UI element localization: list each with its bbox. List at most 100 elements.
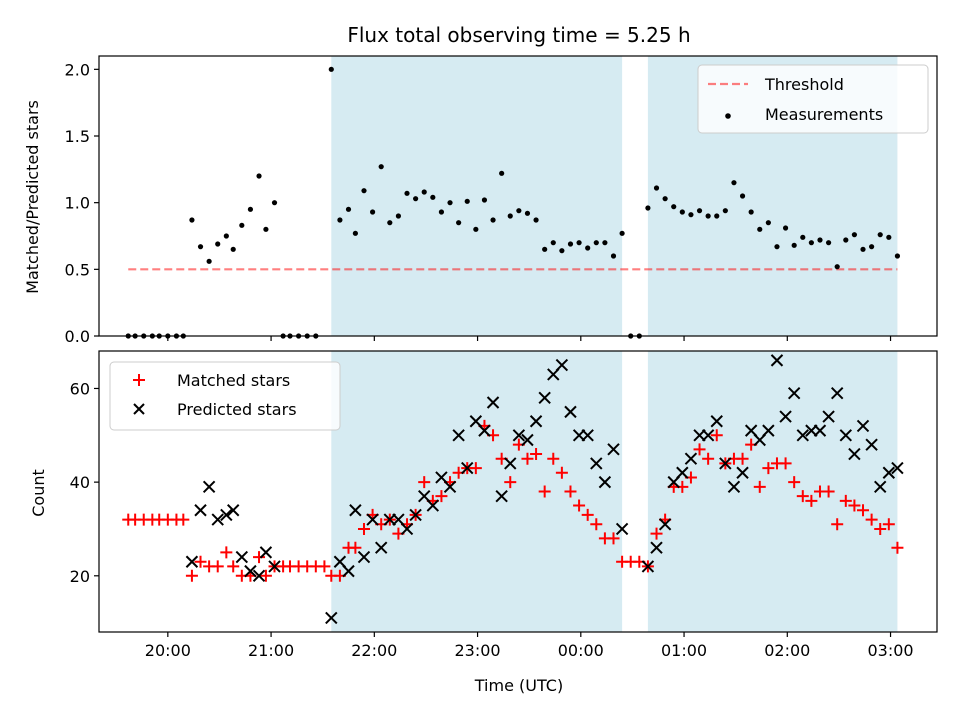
- measurement-point: [413, 196, 419, 202]
- measurement-point: [345, 206, 352, 212]
- matched-star-point: [349, 541, 362, 554]
- predicted-star-point: [538, 391, 551, 405]
- predicted-star-point: [615, 522, 629, 536]
- measurement-point: [782, 225, 789, 231]
- legend-predicted-label: Predicted stars: [177, 400, 297, 419]
- x-tick-label: 20:00: [145, 641, 191, 660]
- matched-star-point: [857, 504, 870, 517]
- predicted-star-point: [779, 410, 792, 423]
- matched-star-point: [573, 499, 586, 512]
- predicted-star-point: [426, 499, 440, 512]
- measurement-point: [473, 226, 479, 232]
- predicted-star-point: [461, 461, 474, 475]
- matched-star-point: [839, 494, 852, 507]
- matched-star-point: [318, 560, 331, 573]
- measurement-point: [894, 253, 901, 259]
- predicted-star-point: [641, 560, 655, 573]
- measurement-point: [550, 240, 556, 246]
- measurement-point: [834, 264, 840, 270]
- measurement-point: [263, 226, 269, 232]
- measurement-point: [490, 217, 496, 223]
- measurement-point: [662, 196, 668, 202]
- x-axis-label: Time (UTC): [474, 676, 563, 695]
- matched-star-point: [650, 527, 663, 540]
- matched-star-point: [555, 466, 568, 479]
- predicted-star-point: [787, 386, 801, 400]
- x-tick-label: 22:00: [351, 641, 397, 660]
- measurement-point: [361, 188, 367, 194]
- matched-star-point: [693, 443, 706, 456]
- legend-threshold-label: Threshold: [764, 75, 844, 94]
- measurement-point: [679, 209, 685, 215]
- predicted-star-point: [719, 457, 732, 470]
- measurement-point: [421, 189, 427, 195]
- measurement-point: [215, 241, 221, 247]
- measurement-point: [447, 200, 453, 206]
- top-y-axis-label: Matched/Predicted stars: [23, 100, 42, 294]
- predicted-star-point: [762, 424, 775, 437]
- measurement-point: [230, 246, 236, 252]
- measurement-point: [825, 240, 832, 246]
- predicted-star-point: [357, 550, 371, 564]
- predicted-star-point: [865, 438, 878, 451]
- measurement-point: [808, 240, 814, 246]
- legend-matched-label: Matched stars: [177, 371, 290, 390]
- predicted-star-point: [235, 550, 249, 564]
- matched-star-point: [194, 555, 207, 568]
- matched-star-point: [805, 494, 818, 507]
- matched-star-point: [581, 508, 594, 521]
- predicted-star-point: [194, 504, 207, 517]
- predicted-star-point: [891, 461, 904, 475]
- measurement-point: [791, 242, 797, 248]
- predicted-star-point: [529, 415, 543, 428]
- measurement-point: [800, 234, 806, 240]
- matched-star-point: [253, 551, 266, 564]
- measurement-point: [404, 190, 410, 196]
- predicted-star-point: [830, 386, 844, 400]
- predicted-star-point: [856, 419, 870, 433]
- top-y-tick-label: 1.5: [65, 127, 90, 146]
- bottom-y-axis-label: Count: [29, 469, 48, 517]
- measurement-point: [610, 253, 617, 259]
- predicted-star-point: [736, 466, 749, 479]
- legend-matched-swatch: [133, 374, 145, 386]
- top-y-tick-label: 1.0: [65, 194, 90, 213]
- measurement-point: [722, 208, 728, 214]
- predicted-star-point: [848, 447, 861, 461]
- measurement-point: [585, 245, 591, 251]
- predicted-star-point: [443, 480, 457, 494]
- measurement-point: [593, 240, 599, 246]
- measurement-point: [765, 220, 771, 226]
- top-legend-box: [697, 64, 929, 134]
- matched-star-point: [538, 485, 551, 498]
- predicted-star-point: [581, 429, 594, 442]
- predicted-star-point: [770, 354, 784, 367]
- measurement-point: [748, 209, 754, 215]
- measurement-point: [223, 233, 229, 239]
- predicted-star-point: [822, 410, 835, 423]
- matched-star-point: [521, 452, 534, 465]
- matched-star-point: [259, 569, 272, 582]
- measurement-point: [507, 213, 513, 219]
- measurement-point: [688, 212, 694, 218]
- measurement-point: [653, 185, 660, 191]
- measurement-point: [757, 226, 763, 232]
- predicted-star-point: [882, 466, 896, 479]
- predicted-star-point: [598, 475, 612, 489]
- measurement-point: [886, 234, 892, 240]
- predicted-star-point: [400, 522, 414, 536]
- matched-star-point: [590, 518, 603, 531]
- measurement-point: [247, 206, 254, 212]
- measurement-point: [516, 208, 522, 214]
- predicted-star-point: [486, 396, 500, 409]
- predicted-star-point: [268, 560, 281, 573]
- bottom-legend: Matched stars Predicted stars: [109, 361, 341, 431]
- measurement-point: [817, 237, 823, 243]
- measurement-point: [271, 200, 278, 206]
- measurement-point: [731, 180, 737, 186]
- predicted-star-point: [521, 433, 534, 447]
- predicted-star-point: [478, 424, 491, 437]
- bottom-axes-frame: [98, 350, 938, 633]
- measurement-point: [387, 220, 393, 226]
